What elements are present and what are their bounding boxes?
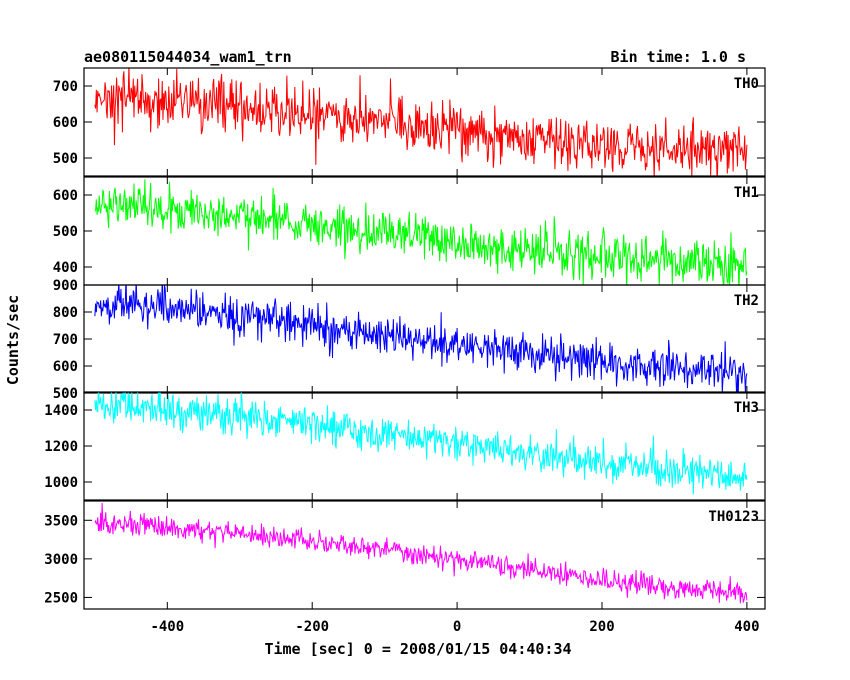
panel-th2: 500 600 700 800 900 TH2 bbox=[53, 278, 766, 402]
x-tick-label: -400 bbox=[150, 619, 184, 635]
panel-frame bbox=[83, 500, 766, 610]
x-tick-label: 0 bbox=[453, 619, 461, 635]
y-axis-label: Counts/sec bbox=[4, 295, 22, 385]
y-tick-label: 3500 bbox=[44, 513, 78, 529]
x-axis-label: Time [sec] 0 = 2008/01/15 04:40:34 bbox=[264, 640, 571, 658]
panel-label: TH2 bbox=[734, 293, 759, 309]
series-th0123 bbox=[94, 502, 748, 604]
panel-label: TH0 bbox=[734, 76, 759, 92]
panel-label: TH1 bbox=[734, 185, 759, 201]
y-tick-label: 800 bbox=[53, 305, 78, 321]
y-tick-label: 500 bbox=[53, 151, 78, 167]
y-tick-label: 700 bbox=[53, 79, 78, 95]
series-th3 bbox=[94, 392, 748, 495]
panel-label: TH3 bbox=[734, 400, 759, 416]
y-tick-label: 600 bbox=[53, 188, 78, 204]
panels-group: 500 600 700 TH0 400 500 600 TH1 500 600 700 800 900 T… bbox=[44, 67, 766, 635]
y-tick-label: 500 bbox=[53, 386, 78, 402]
x-tick-label: -200 bbox=[295, 619, 329, 635]
panel-th0123: 2500 3000 3500 TH0123 bbox=[44, 500, 766, 610]
y-tick-label: 1400 bbox=[44, 403, 78, 419]
y-tick-label: 400 bbox=[53, 260, 78, 276]
series-th2 bbox=[94, 285, 748, 393]
panel-frame bbox=[83, 67, 766, 177]
panel-frame bbox=[83, 391, 766, 501]
y-tick-label: 2500 bbox=[44, 590, 78, 606]
y-tick-label: 600 bbox=[53, 359, 78, 375]
series-th0 bbox=[94, 68, 748, 176]
y-tick-label: 3000 bbox=[44, 552, 78, 568]
y-tick-label: 500 bbox=[53, 224, 78, 240]
y-tick-label: 1000 bbox=[44, 475, 78, 491]
panel-th1: 400 500 600 TH1 bbox=[53, 176, 766, 286]
y-tick-label: 600 bbox=[53, 115, 78, 131]
x-tick-label: 200 bbox=[589, 619, 614, 635]
y-tick-label: 700 bbox=[53, 332, 78, 348]
chart-title: ae080115044034_wam1_trn bbox=[84, 48, 292, 66]
bin-time-label: Bin time: 1.0 s bbox=[611, 48, 746, 66]
panel-th0: 500 600 700 TH0 bbox=[53, 67, 766, 177]
panel-th3: 1000 1200 1400 TH3 bbox=[44, 391, 766, 501]
x-tick-label: 400 bbox=[734, 619, 759, 635]
series-th1 bbox=[94, 179, 748, 285]
y-tick-label: 1200 bbox=[44, 439, 78, 455]
panel-label: TH0123 bbox=[708, 509, 759, 525]
y-tick-label: 900 bbox=[53, 278, 78, 294]
